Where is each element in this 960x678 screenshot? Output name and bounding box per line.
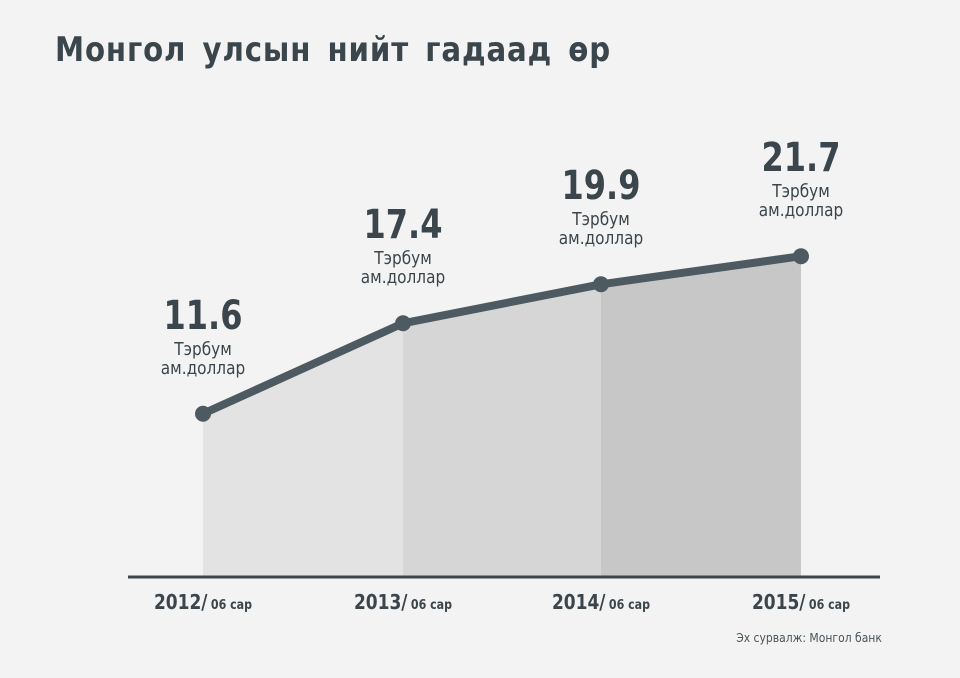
value-label: 11.6 <box>163 292 243 339</box>
x-tick-month: 06 сар <box>608 598 651 613</box>
x-tick-month: 06 сар <box>210 598 253 613</box>
data-point <box>395 315 411 332</box>
unit-label: Тэрбум ам.доллар <box>750 182 852 220</box>
x-tick-label: 2013/06 сар <box>318 590 488 614</box>
x-tick-label: 2014/06 сар <box>516 590 686 614</box>
value-label: 17.4 <box>363 202 443 249</box>
page-title: Монгол улсын нийт гадаад өр <box>55 30 612 70</box>
x-tick-year: 2013/ <box>353 590 408 614</box>
x-tick-year: 2015/ <box>751 590 806 614</box>
data-point <box>195 405 211 422</box>
unit-label-line2: ам.доллар <box>160 357 246 379</box>
value-label: 21.7 <box>761 135 841 182</box>
unit-label-line2: ам.доллар <box>360 267 446 289</box>
data-point <box>593 276 609 293</box>
unit-label-line1: Тэрбум <box>772 181 830 203</box>
unit-label-line1: Тэрбум <box>374 248 432 270</box>
x-tick-month: 06 сар <box>410 598 453 613</box>
x-tick-label: 2015/06 сар <box>716 590 886 614</box>
unit-label-line2: ам.доллар <box>558 228 644 250</box>
unit-label: Тэрбум ам.доллар <box>352 249 454 287</box>
value-label: 19.9 <box>561 163 641 210</box>
data-point <box>793 248 809 265</box>
unit-label-line2: ам.доллар <box>758 200 844 222</box>
unit-label: Тэрбум ам.доллар <box>550 210 652 248</box>
unit-label-line1: Тэрбум <box>174 338 232 360</box>
x-tick-year: 2014/ <box>551 590 606 614</box>
unit-label: Тэрбум ам.доллар <box>152 340 254 378</box>
area-segment <box>601 256 801 576</box>
area-segment <box>403 284 601 576</box>
area-segment <box>203 323 403 576</box>
unit-label-line1: Тэрбум <box>572 209 630 231</box>
x-tick-month: 06 сар <box>808 598 851 613</box>
source-note: Эх сурвалж: Монгол банк <box>736 631 882 645</box>
x-tick-label: 2012/06 сар <box>118 590 288 614</box>
x-tick-year: 2012/ <box>153 590 208 614</box>
series-line <box>199 252 805 418</box>
